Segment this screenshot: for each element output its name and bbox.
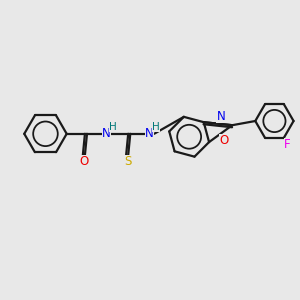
Text: H: H	[109, 122, 116, 132]
Text: H: H	[152, 122, 160, 132]
Text: O: O	[80, 155, 89, 168]
Text: N: N	[102, 127, 110, 140]
Text: O: O	[219, 134, 228, 147]
Text: N: N	[217, 110, 225, 123]
Text: N: N	[145, 127, 154, 140]
Text: F: F	[284, 138, 291, 152]
Text: S: S	[124, 155, 131, 168]
